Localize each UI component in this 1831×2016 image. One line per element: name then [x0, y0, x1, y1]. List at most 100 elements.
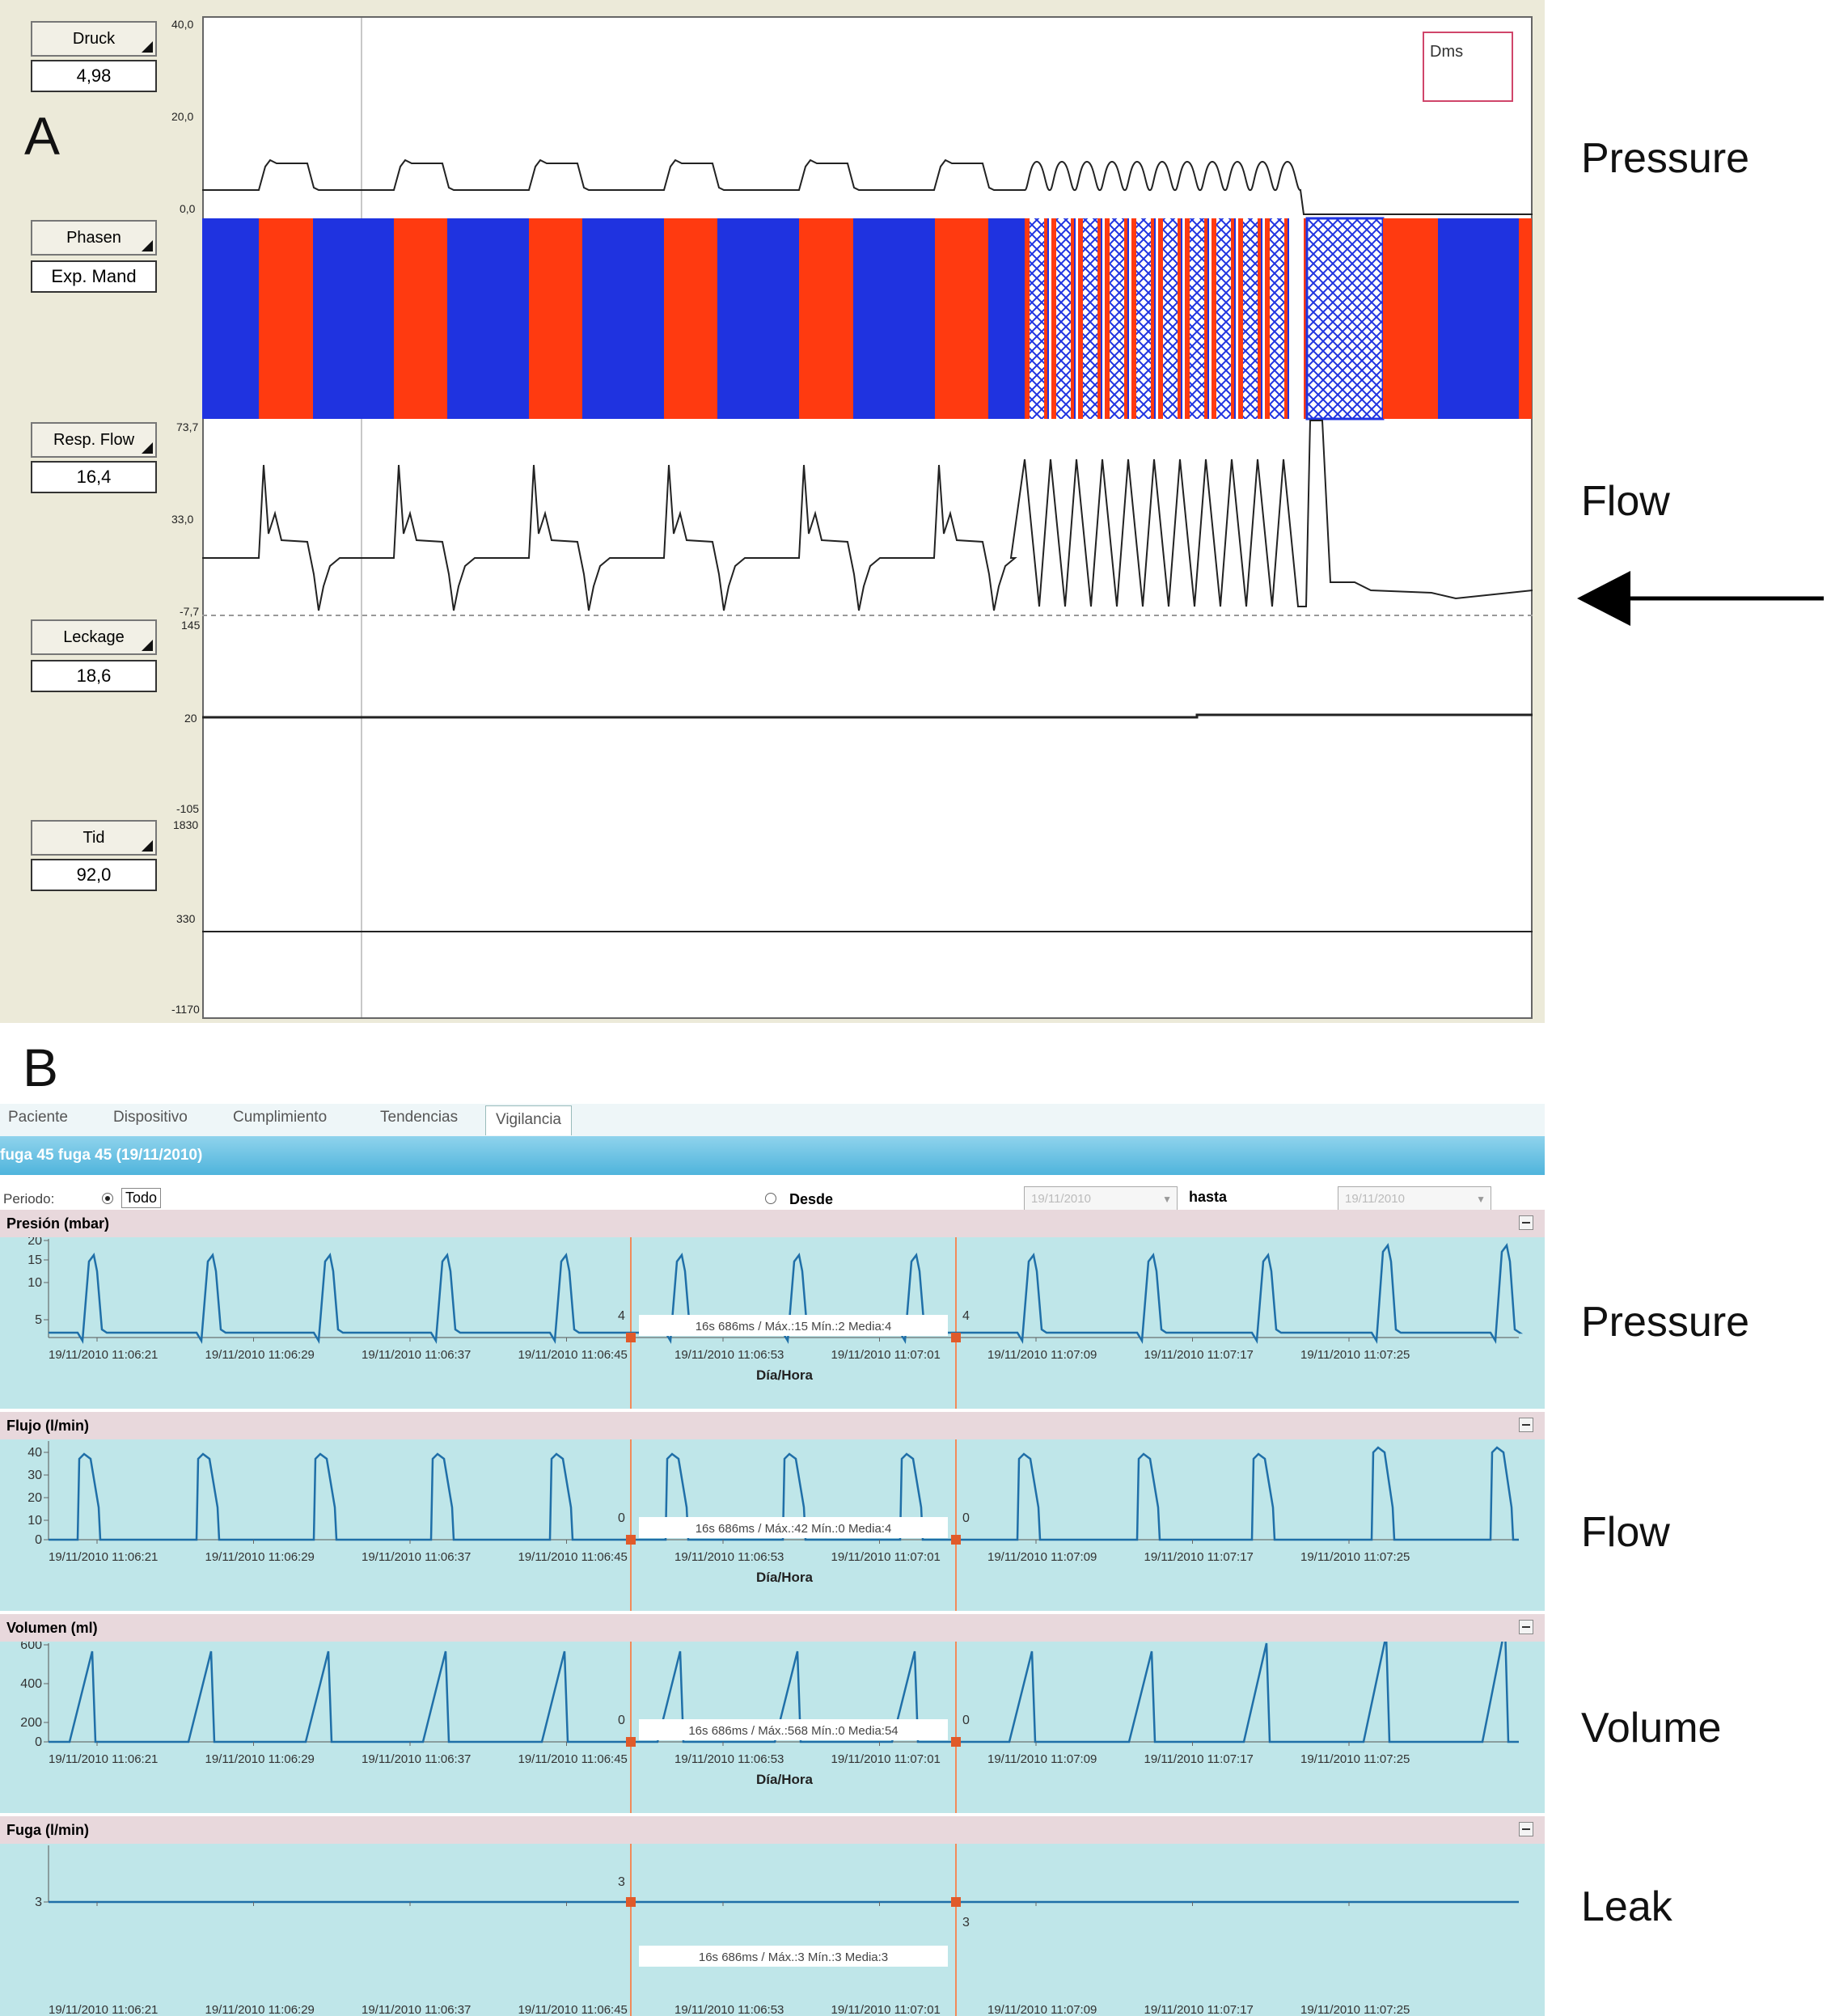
pressure-tick-mid: 20,0: [171, 110, 194, 123]
phase-segment: [1519, 218, 1532, 419]
legend-box-label: Dms: [1430, 43, 1463, 61]
collapse-icon[interactable]: [1519, 1215, 1533, 1230]
phase-segment: [1110, 218, 1124, 419]
chevron-down-icon: ▼: [1476, 1194, 1486, 1205]
phase-segment: [1258, 218, 1261, 419]
tid-tick-top: 1830: [173, 818, 199, 831]
phase-segment: [1056, 218, 1071, 419]
phase-segment: [1071, 218, 1074, 419]
phase-segment: [1025, 218, 1030, 419]
ventilator-waveform-plot: Dms: [202, 16, 1533, 1019]
flow-waveform: [202, 420, 1533, 611]
phase-segment: [1438, 218, 1519, 419]
phase-segment: [1204, 218, 1207, 419]
tab-paciente[interactable]: Paciente: [8, 1109, 68, 1126]
x-tick-label: 19/11/2010 11:07:17: [1144, 2003, 1254, 2016]
to-date-select[interactable]: 19/11/2010 ▼: [1338, 1186, 1491, 1212]
cursor-marker-right: [951, 1535, 961, 1545]
collapse-icon[interactable]: [1519, 1418, 1533, 1432]
phase-segment: [1190, 218, 1204, 419]
x-tick-label: 19/11/2010 11:06:37: [362, 1752, 471, 1766]
x-tick-label: 19/11/2010 11:06:45: [518, 1348, 628, 1362]
collapse-icon[interactable]: [1519, 1620, 1533, 1634]
stats-box: [639, 1946, 948, 1967]
collapse-icon[interactable]: [1519, 1822, 1533, 1836]
phase-segment: [1030, 218, 1044, 419]
cursor-marker-right: [951, 1333, 961, 1342]
cursor-marker-left: [626, 1897, 636, 1907]
phase-segment: [1131, 218, 1136, 419]
phase-segment: [1265, 218, 1270, 419]
hasta-label: hasta: [1189, 1189, 1228, 1205]
phase-segment: [1238, 218, 1243, 419]
pressure-waveform: [202, 158, 1533, 215]
x-tick-label: 19/11/2010 11:07:17: [1144, 1348, 1254, 1362]
channel-button-druck[interactable]: Druck: [31, 21, 157, 57]
y-tick-label: 5: [35, 1313, 42, 1327]
tab-tendencias[interactable]: Tendencias: [380, 1109, 459, 1126]
y-tick-label: 3: [35, 1896, 42, 1909]
tab-dispositivo[interactable]: Dispositivo: [113, 1109, 188, 1126]
tab-vigilancia[interactable]: Vigilancia: [485, 1105, 572, 1135]
stats-label: 16s 686ms / Máx.:3 Mín.:3 Media:3: [699, 1950, 888, 1964]
phase-segment: [1051, 218, 1056, 419]
stats-label: 16s 686ms / Máx.:42 Mín.:0 Media:4: [696, 1522, 892, 1536]
desde-label[interactable]: Desde: [789, 1191, 834, 1207]
radio-todo-icon[interactable]: [102, 1193, 113, 1204]
x-axis-title: Día/Hora: [756, 1367, 813, 1383]
channel-value-druck: 4,98: [31, 60, 157, 92]
arrow-icon: [1577, 571, 1824, 626]
x-tick-label: 19/11/2010 11:06:53: [674, 1550, 784, 1564]
section-chart: 20 15 10 5 4 4 16s 686ms / Máx.:15 Mín.:2 Medi…: [0, 1237, 1545, 1409]
waveform: [49, 1446, 1519, 1541]
section-title: Volumen (ml): [6, 1620, 98, 1636]
x-tick-label: 19/11/2010 11:06:45: [518, 2003, 628, 2016]
tab-bar: Paciente Dispositivo Cumplimiento Tenden…: [0, 1104, 1545, 1137]
x-tick-label: 19/11/2010 11:06:45: [518, 1550, 628, 1564]
flow-tick-top: 73,7: [176, 421, 199, 433]
section-title: Presión (mbar): [6, 1215, 110, 1232]
side-label-volume-b: Volume: [1581, 1705, 1722, 1752]
stats-label: 16s 686ms / Máx.:568 Mín.:0 Media:54: [688, 1724, 898, 1738]
cursor-value-right: 0: [962, 1714, 970, 1727]
side-label-flow-b: Flow: [1581, 1509, 1670, 1556]
channel-button-phasen[interactable]: Phasen: [31, 220, 157, 256]
phase-segment: [853, 218, 935, 419]
phase-segment: [1158, 218, 1163, 419]
phase-segment: [1212, 218, 1216, 419]
tab-cumplimiento[interactable]: Cumplimiento: [233, 1109, 328, 1126]
channel-button-resp-flow[interactable]: Resp. Flow: [31, 422, 157, 458]
from-date-select[interactable]: 19/11/2010 ▼: [1024, 1186, 1178, 1212]
phase-segment: [1383, 218, 1438, 419]
phase-segment: [202, 218, 259, 419]
x-tick-label: 19/11/2010 11:06:21: [49, 1752, 158, 1766]
phase-segment: [1127, 218, 1129, 419]
period-label: Periodo:: [3, 1191, 55, 1207]
cursor-marker-left: [626, 1333, 636, 1342]
phase-segment: [259, 218, 313, 419]
cursor-marker-right: [951, 1897, 961, 1907]
leak-tick-top: 145: [181, 619, 201, 632]
stats-box: [639, 1719, 948, 1740]
channel-value-phasen: Exp. Mand: [31, 260, 157, 293]
section-header: Flujo (l/min): [0, 1412, 1545, 1439]
channel-button-leckage[interactable]: Leckage: [31, 619, 157, 655]
y-tick-label: 20: [27, 1491, 42, 1505]
x-tick-label: 19/11/2010 11:06:37: [362, 2003, 471, 2016]
x-tick-label: 19/11/2010 11:06:53: [674, 1752, 784, 1766]
side-label-flow-a: Flow: [1581, 478, 1670, 525]
waveform: [49, 1243, 1524, 1345]
channel-button-tid[interactable]: Tid: [31, 820, 157, 856]
cursor-value-left: 0: [618, 1511, 625, 1525]
phase-segment: [1178, 218, 1181, 419]
cursor-marker-right: [951, 1737, 961, 1747]
channel-value-resp-flow: 16,4: [31, 461, 157, 493]
flow-tick-bottom: -7,7: [180, 605, 200, 618]
x-tick-label: 19/11/2010 11:07:17: [1144, 1752, 1254, 1766]
phase-segment: [799, 218, 853, 419]
phase-bar: [202, 217, 1532, 421]
radio-desde-icon[interactable]: [765, 1193, 776, 1204]
todo-option[interactable]: Todo: [121, 1188, 162, 1208]
x-tick-label: 19/11/2010 11:06:21: [49, 2003, 158, 2016]
phase-segment: [664, 218, 717, 419]
